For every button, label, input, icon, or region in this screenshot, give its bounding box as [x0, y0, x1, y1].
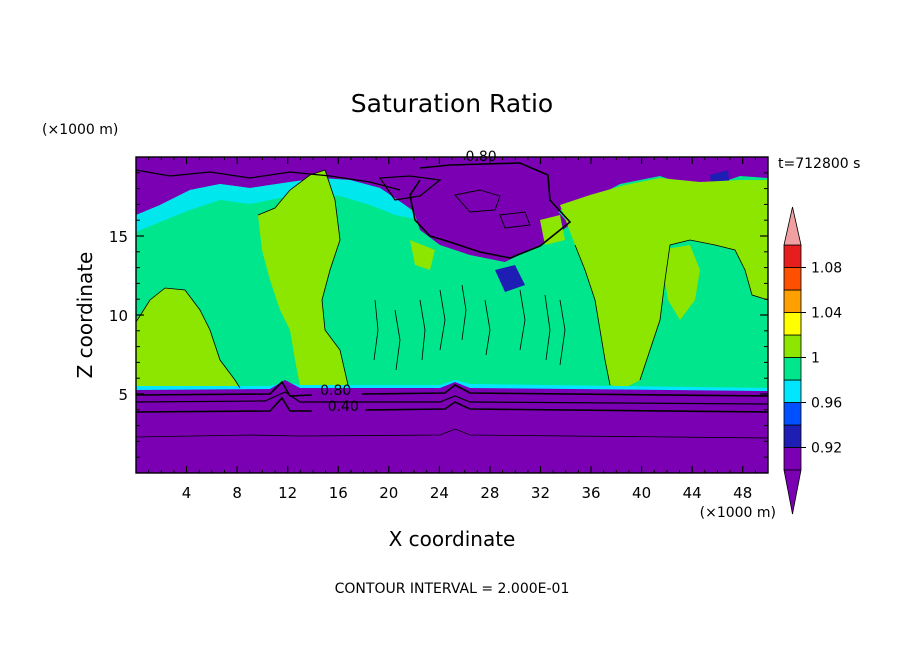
colorbar-box	[783, 289, 802, 313]
contour-upper-inner	[454, 189, 531, 229]
x-tick-label: 12	[278, 484, 297, 502]
x-tick-label: 16	[329, 484, 348, 502]
x-tick-label: 28	[480, 484, 499, 502]
contour-labels: 0.800.800.40	[320, 149, 497, 415]
lime-region-right-tall	[660, 245, 700, 320]
x-axis-ticks: 4 8 12 16 20 24 28 32 36 40 44 48	[148, 157, 756, 502]
x-tick-label: 8	[232, 484, 242, 502]
colorbar-box	[783, 312, 802, 336]
colorbar-box	[783, 447, 802, 471]
contour-right-lime	[574, 239, 768, 386]
lime-region-left	[136, 288, 240, 388]
contour-lower-second	[136, 391, 768, 405]
contour-lower-thin	[136, 428, 768, 439]
time-label: t=712800 s	[778, 156, 860, 172]
colorbar-tick-label: 0.92	[811, 441, 842, 457]
colorbar: 0.92 0.96 1 1.04 1.08	[783, 206, 842, 515]
footer-text: CONTOUR INTERVAL = 2.000E-01	[335, 581, 570, 597]
x-unit-label: (×1000 m)	[700, 505, 776, 521]
contour-lines	[136, 162, 768, 439]
colorbar-box	[783, 379, 802, 403]
colorbar-box	[783, 334, 802, 358]
contour-040-lower	[136, 396, 768, 413]
x-tick-label: 24	[430, 484, 449, 502]
y-axis-label: Z coordinate	[73, 252, 97, 379]
x-axis-label: X coordinate	[389, 527, 516, 551]
contour-label: 0.80	[465, 149, 496, 165]
x-tick-label: 4	[182, 484, 192, 502]
contour-label: 0.80	[320, 383, 351, 399]
contour-080-lower	[136, 380, 768, 397]
x-tick-label: 36	[581, 484, 600, 502]
colorbar-under-triangle	[783, 469, 802, 515]
contour-left-lime	[136, 287, 241, 389]
x-tick-label: 48	[733, 484, 752, 502]
contour-label: 0.40	[328, 399, 359, 415]
plot-field	[136, 157, 768, 473]
colorbar-tick-label: 1.04	[811, 306, 842, 322]
x-tick-label: 40	[632, 484, 651, 502]
colorbar-box	[783, 402, 802, 426]
y-tick-label: 10	[109, 307, 128, 325]
colorbar-box	[783, 244, 802, 268]
contour-upper-left-tendrils	[136, 169, 442, 201]
colorbar-tick-label: 1.08	[811, 261, 842, 277]
contour-center-left-lime	[257, 169, 349, 386]
colorbar-box	[783, 424, 802, 448]
colorbar-box	[783, 357, 802, 381]
y-tick-label: 15	[109, 228, 128, 246]
x-tick-label: 32	[531, 484, 550, 502]
y-tick-label: 5	[118, 386, 128, 404]
colorbar-over-triangle	[783, 206, 802, 246]
contour-center-streaks	[373, 284, 566, 371]
colorbar-box	[783, 267, 802, 291]
y-axis-ticks: 5 10 15	[109, 172, 768, 458]
lime-region-center-left	[258, 170, 348, 388]
contour-upper-boundary	[409, 162, 572, 259]
lime-region-right	[560, 178, 768, 388]
lime-region-center	[410, 215, 565, 270]
colorbar-tick-label: 0.96	[811, 396, 842, 412]
colorbar-tick-label: 1	[811, 351, 820, 367]
x-tick-label: 44	[683, 484, 702, 502]
x-tick-label: 20	[379, 484, 398, 502]
y-unit-label: (×1000 m)	[42, 122, 118, 138]
upper-blue-fringe	[136, 178, 420, 232]
chart-title: Saturation Ratio	[351, 89, 553, 118]
upper-dry-core	[410, 165, 570, 262]
